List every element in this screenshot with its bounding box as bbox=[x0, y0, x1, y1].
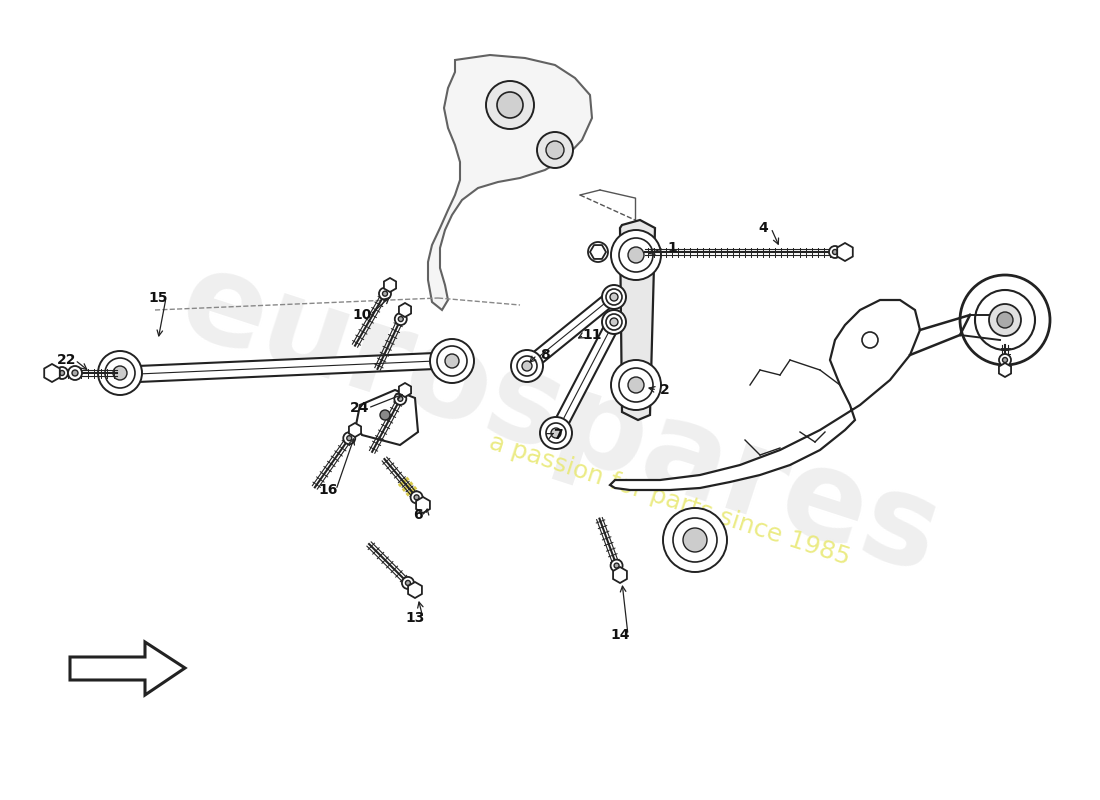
Ellipse shape bbox=[446, 354, 459, 368]
Text: 13: 13 bbox=[405, 611, 425, 625]
Text: 6: 6 bbox=[414, 508, 422, 522]
Circle shape bbox=[1002, 358, 1008, 362]
Polygon shape bbox=[428, 55, 592, 310]
Circle shape bbox=[398, 317, 404, 322]
Text: eurospares: eurospares bbox=[165, 240, 955, 600]
Circle shape bbox=[68, 366, 82, 380]
Circle shape bbox=[406, 581, 410, 586]
Text: a passion for parts since 1985: a passion for parts since 1985 bbox=[486, 430, 854, 570]
Ellipse shape bbox=[683, 528, 707, 552]
Circle shape bbox=[410, 491, 422, 503]
Text: 2: 2 bbox=[660, 383, 670, 397]
Text: 11: 11 bbox=[582, 328, 602, 342]
Text: 4: 4 bbox=[758, 221, 768, 235]
Polygon shape bbox=[408, 582, 422, 598]
Circle shape bbox=[537, 132, 573, 168]
Circle shape bbox=[997, 312, 1013, 328]
Polygon shape bbox=[416, 497, 430, 513]
Polygon shape bbox=[613, 567, 627, 583]
Polygon shape bbox=[349, 423, 361, 437]
Text: 24: 24 bbox=[350, 401, 370, 415]
Polygon shape bbox=[549, 317, 621, 438]
Ellipse shape bbox=[628, 247, 643, 263]
Circle shape bbox=[614, 563, 619, 568]
Circle shape bbox=[379, 410, 390, 420]
Polygon shape bbox=[520, 290, 619, 374]
Circle shape bbox=[59, 370, 65, 375]
Ellipse shape bbox=[522, 361, 532, 371]
Ellipse shape bbox=[602, 310, 626, 334]
Text: 10: 10 bbox=[352, 308, 372, 322]
Circle shape bbox=[610, 560, 623, 572]
Ellipse shape bbox=[430, 339, 474, 383]
Circle shape bbox=[394, 393, 406, 405]
Text: 22: 22 bbox=[57, 353, 77, 367]
Polygon shape bbox=[610, 300, 920, 490]
Polygon shape bbox=[590, 245, 606, 259]
Ellipse shape bbox=[602, 285, 626, 309]
Polygon shape bbox=[399, 383, 411, 397]
Circle shape bbox=[862, 332, 878, 348]
Text: 16: 16 bbox=[318, 483, 338, 497]
Ellipse shape bbox=[98, 351, 142, 395]
Circle shape bbox=[343, 432, 355, 444]
Ellipse shape bbox=[610, 293, 618, 301]
Ellipse shape bbox=[610, 318, 618, 326]
Circle shape bbox=[999, 354, 1011, 366]
Circle shape bbox=[960, 275, 1050, 365]
Circle shape bbox=[383, 291, 387, 296]
Circle shape bbox=[414, 495, 419, 500]
Polygon shape bbox=[620, 220, 654, 420]
Circle shape bbox=[588, 242, 608, 262]
Ellipse shape bbox=[512, 350, 543, 382]
Polygon shape bbox=[399, 303, 411, 317]
Text: 15: 15 bbox=[148, 291, 167, 305]
Text: 7: 7 bbox=[553, 428, 563, 442]
Circle shape bbox=[395, 313, 407, 325]
Circle shape bbox=[829, 246, 842, 258]
Circle shape bbox=[379, 288, 390, 300]
Polygon shape bbox=[114, 352, 459, 383]
Circle shape bbox=[546, 141, 564, 159]
Circle shape bbox=[56, 367, 68, 379]
Polygon shape bbox=[44, 364, 59, 382]
Ellipse shape bbox=[610, 360, 661, 410]
Polygon shape bbox=[837, 243, 852, 261]
Polygon shape bbox=[999, 363, 1011, 377]
Ellipse shape bbox=[663, 508, 727, 572]
Ellipse shape bbox=[551, 428, 561, 438]
Text: 8: 8 bbox=[540, 348, 550, 362]
Circle shape bbox=[833, 250, 837, 254]
Polygon shape bbox=[70, 642, 185, 695]
Polygon shape bbox=[384, 278, 396, 292]
Circle shape bbox=[398, 396, 403, 402]
Text: 14: 14 bbox=[610, 628, 629, 642]
Polygon shape bbox=[356, 390, 418, 445]
Circle shape bbox=[594, 248, 602, 256]
Circle shape bbox=[402, 577, 414, 589]
Ellipse shape bbox=[540, 417, 572, 449]
Ellipse shape bbox=[113, 366, 127, 380]
Circle shape bbox=[989, 304, 1021, 336]
Circle shape bbox=[486, 81, 534, 129]
Circle shape bbox=[497, 92, 522, 118]
Circle shape bbox=[346, 436, 352, 441]
Ellipse shape bbox=[610, 230, 661, 280]
Text: 1: 1 bbox=[667, 241, 676, 255]
Circle shape bbox=[72, 370, 78, 376]
Ellipse shape bbox=[628, 377, 643, 393]
